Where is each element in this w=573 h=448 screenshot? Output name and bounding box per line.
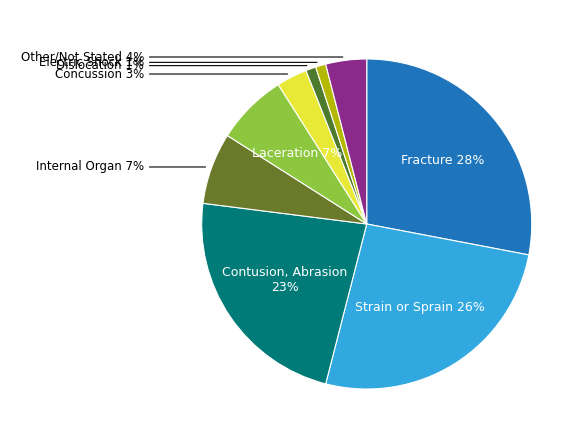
Wedge shape: [367, 59, 532, 255]
Wedge shape: [325, 59, 367, 224]
Text: Electric Shock 1%: Electric Shock 1%: [39, 56, 317, 69]
Text: Contusion, Abrasion
23%: Contusion, Abrasion 23%: [222, 266, 347, 293]
Wedge shape: [202, 203, 367, 384]
Wedge shape: [227, 85, 367, 224]
Wedge shape: [306, 67, 367, 224]
Wedge shape: [325, 224, 529, 389]
Text: Dislocation 1%: Dislocation 1%: [56, 59, 307, 72]
Text: Internal Organ 7%: Internal Organ 7%: [36, 160, 206, 173]
Text: Laceration 7%: Laceration 7%: [252, 147, 342, 160]
Text: Other/Not Stated 4%: Other/Not Stated 4%: [21, 51, 343, 64]
Text: Fracture 28%: Fracture 28%: [401, 155, 485, 168]
Text: Strain or Sprain 26%: Strain or Sprain 26%: [355, 301, 485, 314]
Wedge shape: [316, 64, 367, 224]
Text: Concussion 3%: Concussion 3%: [54, 68, 288, 81]
Wedge shape: [203, 136, 367, 224]
Wedge shape: [278, 71, 367, 224]
